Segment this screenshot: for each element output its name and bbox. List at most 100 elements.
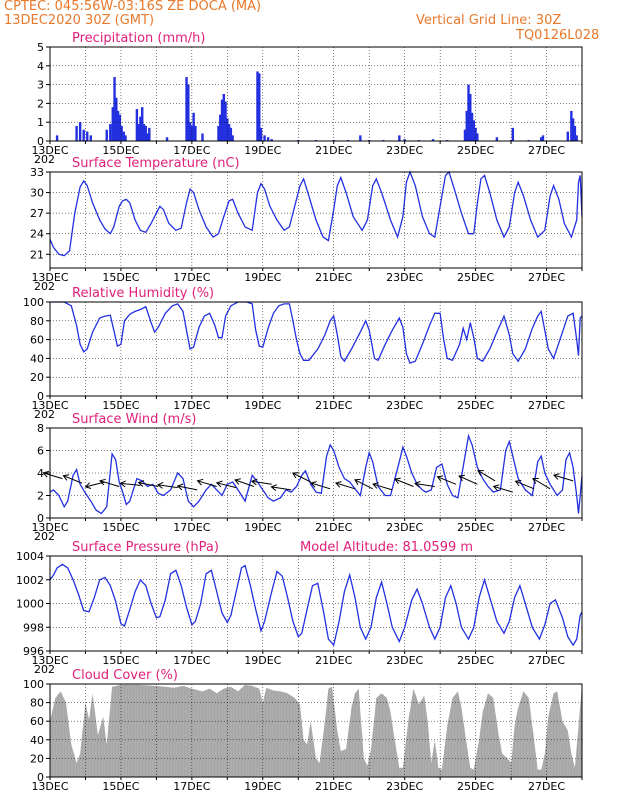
- pres-line: [49, 563, 583, 647]
- x-tick-label: 13DEC: [31, 654, 68, 667]
- wind-vector-arrow: [553, 473, 574, 482]
- temp-frame: [49, 171, 583, 269]
- precip-bar: [575, 135, 578, 141]
- y-tick-label: 4: [37, 60, 44, 73]
- x-tick-label: 15DEC: [102, 271, 139, 284]
- x-tick-label: 13DEC: [31, 399, 68, 412]
- precip-bar: [187, 84, 190, 141]
- x-tick-label: 15DEC: [102, 780, 139, 793]
- x-tick-label: 17DEC: [173, 271, 210, 284]
- x-tick-label: 21DEC: [315, 654, 352, 667]
- y-tick-label: 33: [30, 166, 44, 179]
- precip-bar: [142, 124, 146, 141]
- precip-bar: [86, 131, 89, 141]
- x-tick-label: 17DEC: [173, 654, 210, 667]
- precip-bar: [270, 139, 273, 141]
- wind-vector-arrow: [334, 481, 356, 490]
- precip-bar: [194, 125, 197, 141]
- precip-bar: [192, 112, 195, 141]
- y-tick-label: 0: [37, 512, 44, 525]
- wind-vector-arrow: [310, 481, 331, 490]
- x-tick-label: 23DEC: [386, 271, 423, 284]
- y-tick-label: 0: [37, 771, 44, 784]
- cloud-frame: [49, 683, 583, 778]
- x-tick-label: 21DEC: [315, 399, 352, 412]
- x-tick-label: 27DEC: [528, 144, 565, 157]
- wind-vector-arrow: [42, 470, 63, 480]
- precip-bar: [217, 125, 220, 141]
- x-tick-label: 23DEC: [386, 521, 423, 534]
- precip-bar: [259, 127, 263, 141]
- run-date: 13DEC2020 30Z (GMT): [4, 13, 155, 28]
- x-tick-label: 25DEC: [457, 521, 494, 534]
- precip-bar: [495, 137, 499, 141]
- precip-frame: [49, 46, 583, 142]
- precip-bar: [105, 129, 108, 141]
- x-tick-label: 13DEC: [31, 144, 68, 157]
- x-tick-label: 13DEC: [31, 780, 68, 793]
- precip-bar: [469, 94, 472, 141]
- precip-bar: [224, 101, 227, 141]
- precip-bar: [266, 137, 270, 141]
- wind-vector-arrow: [250, 478, 272, 486]
- cloud-title: Cloud Cover (%): [72, 668, 178, 683]
- precip-bar: [359, 135, 362, 141]
- x-tick-label: 23DEC: [386, 780, 423, 793]
- x-tick-label: 15DEC: [102, 654, 139, 667]
- x-tick-label: 27DEC: [528, 399, 565, 412]
- x-tick-label: 25DEC: [457, 780, 494, 793]
- wind-vector-arrow: [532, 478, 551, 490]
- x-tick-label: 23DEC: [386, 144, 423, 157]
- x-tick-label: 15DEC: [102, 399, 139, 412]
- precip-bar: [109, 124, 112, 141]
- y-tick-label: 8: [37, 422, 44, 435]
- wind-vector-arrow: [176, 483, 198, 491]
- x-tick-label: 23DEC: [386, 399, 423, 412]
- y-tick-label: 27: [30, 207, 44, 220]
- precip-bar: [122, 131, 125, 141]
- wind-vector-arrow: [458, 474, 478, 485]
- precip-bar: [120, 125, 123, 141]
- precip-bar: [229, 127, 233, 141]
- precip-bar: [256, 71, 259, 141]
- y-tick-label: 20: [30, 752, 44, 765]
- x-tick-label: 25DEC: [457, 271, 494, 284]
- precip-bar: [220, 99, 224, 141]
- y-tick-label: 1004: [16, 550, 44, 563]
- wind-vector-arrow: [394, 477, 414, 487]
- x-tick-label: 17DEC: [173, 144, 210, 157]
- wind-title: Surface Wind (m/s): [72, 412, 196, 427]
- precip-bar: [540, 137, 543, 141]
- y-tick-label: 80: [30, 315, 44, 328]
- precip-bar: [82, 129, 85, 141]
- rh-line: [50, 301, 583, 364]
- x-tick-label: 27DEC: [528, 521, 565, 534]
- y-tick-label: 0: [37, 135, 44, 148]
- precip-bar: [118, 114, 122, 141]
- x-tick-label: 19DEC: [244, 654, 281, 667]
- wind-vector-arrow: [436, 475, 457, 485]
- precip-bar: [227, 124, 231, 141]
- precip-bar: [113, 77, 116, 141]
- y-tick-label: 40: [30, 734, 44, 747]
- wind-vector-arrow: [270, 484, 292, 491]
- year-fragment: 202: [34, 663, 55, 676]
- precip-panel: 0 1 2 3 4 5 13DEC 15DEC 17DEC 19DEC 21DEC 23DEC 25DE…: [31, 31, 583, 166]
- precip-bar: [226, 118, 229, 141]
- station-header: CPTEC: 045:56W-03:16S ZE DOCA (MA): [4, 0, 262, 14]
- precip-bar: [219, 114, 222, 141]
- precip-bar: [566, 131, 570, 141]
- precip-bar: [231, 135, 234, 141]
- x-tick-label: 27DEC: [528, 271, 565, 284]
- precip-bar: [78, 122, 82, 141]
- wind-vector-arrow: [414, 480, 435, 488]
- y-tick-label: 4: [37, 467, 44, 480]
- y-tick-label: 21: [30, 248, 44, 261]
- rh-frame: [49, 301, 583, 397]
- x-tick-label: 19DEC: [244, 399, 281, 412]
- y-tick-label: 0: [37, 390, 44, 403]
- x-tick-label: 19DEC: [244, 271, 281, 284]
- rh-title: Relative Humidity (%): [72, 286, 214, 301]
